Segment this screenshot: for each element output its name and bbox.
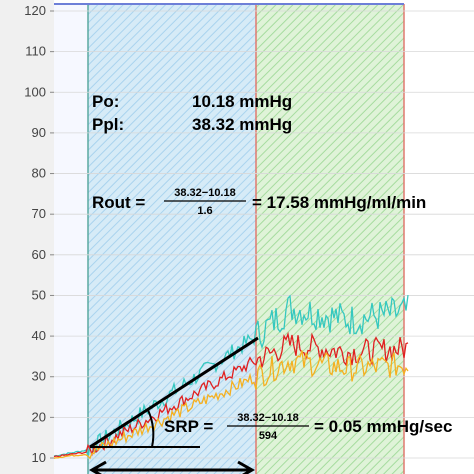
- y-tick-label: 50: [32, 287, 46, 302]
- y-tick-label: 90: [32, 125, 46, 140]
- duration-arrow-right-head: [237, 460, 256, 474]
- duration-arrow-left-head: [88, 460, 107, 474]
- y-tick-label: 70: [32, 206, 46, 221]
- y-tick-label: 40: [32, 328, 46, 343]
- ppl-value: 38.32 mmHg: [192, 115, 292, 134]
- y-tick-label: 20: [32, 409, 46, 424]
- grid: [54, 10, 474, 459]
- po-value: 10.18 mmHg: [192, 92, 292, 111]
- srp-label: SRP =: [164, 417, 213, 436]
- angle-arc: [147, 409, 155, 448]
- y-tick-label: 110: [25, 44, 46, 59]
- series-line-3: [53, 350, 409, 460]
- region-blue: [88, 4, 256, 474]
- region-baseline: [54, 4, 88, 474]
- ppl-label: Ppl:: [92, 115, 124, 134]
- y-tick-label: 60: [32, 247, 46, 262]
- y-axis: 10 20 30 40 50 60 70 80 90 100 110 120: [24, 3, 54, 465]
- srp-denominator: 594: [259, 430, 278, 442]
- region-green: [256, 4, 404, 474]
- po-label: Po:: [92, 92, 119, 111]
- y-tick-label: 100: [24, 84, 46, 99]
- srp-result: = 0.05 mmHg/sec: [314, 417, 452, 436]
- rout-numerator: 38.32−10.18: [174, 187, 235, 199]
- y-tick-label: 120: [24, 3, 46, 18]
- rout-result: = 17.58 mmHg/ml/min: [252, 193, 426, 212]
- left-margin: [0, 0, 54, 474]
- rout-label: Rout =: [92, 193, 145, 212]
- rout-denominator: 1.6: [197, 205, 212, 217]
- slope-line: [89, 336, 259, 449]
- y-tick-label: 30: [32, 369, 46, 384]
- y-tick-label: 10: [32, 450, 46, 465]
- srp-numerator: 38.32−10.18: [237, 412, 298, 424]
- y-tick-label: 80: [32, 166, 46, 181]
